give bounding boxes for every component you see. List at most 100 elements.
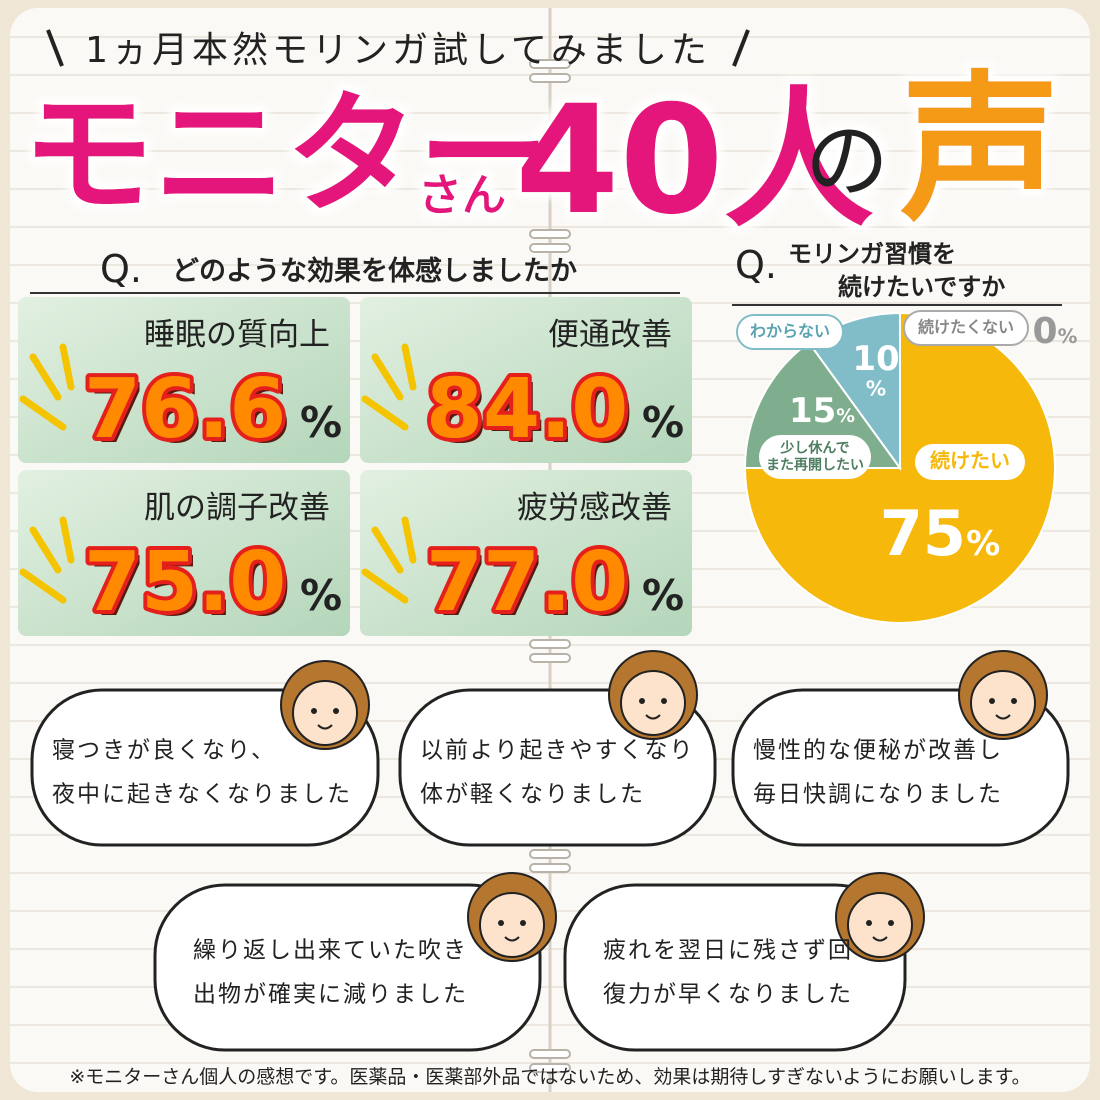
- voice-line: 夜中に起きなくなりました: [52, 782, 352, 808]
- value-number: 0: [1033, 311, 1058, 352]
- mouth: [995, 714, 1011, 720]
- effect-card: [18, 470, 350, 636]
- effect-unit: %: [642, 571, 684, 620]
- speech-bubble: [153, 883, 542, 1052]
- q-mark: Q.: [100, 247, 142, 291]
- title-small: さん: [418, 170, 506, 221]
- value-unit: %: [866, 377, 886, 401]
- burst: [401, 343, 417, 391]
- title-particle: の: [805, 112, 889, 210]
- effect-label: 便通改善: [548, 317, 672, 353]
- effect-value-shadow: 75.0: [89, 540, 291, 635]
- burst: [29, 353, 62, 401]
- burst: [59, 343, 75, 391]
- ring: [529, 1063, 571, 1073]
- ring: [529, 59, 571, 69]
- eye: [311, 708, 317, 714]
- voice-line: 復力が早くなりました: [603, 982, 853, 1008]
- category-label: 少し休んで: [779, 440, 849, 457]
- burst: [361, 395, 409, 431]
- title-end: 声: [900, 56, 1060, 243]
- question: どのような効果を体感しましたか: [172, 255, 577, 287]
- value-number: 75: [880, 497, 966, 570]
- q-mark: Q.: [735, 243, 777, 287]
- voice-line: 以前より起きやすくなり: [420, 738, 695, 764]
- category-pill: [736, 314, 844, 350]
- effect-unit: %: [300, 398, 342, 447]
- voice-line: 体が軽くなりました: [420, 782, 645, 808]
- effect-value-shadow: 84.0: [431, 367, 633, 462]
- value-unit: %: [836, 406, 855, 427]
- voice-line: 慢性的な便秘が改善し: [753, 738, 1003, 764]
- ring: [529, 639, 571, 649]
- category-pill: [903, 310, 1029, 346]
- eye: [888, 920, 894, 926]
- pie-title: 続けたいですか: [838, 273, 1005, 301]
- burst: [361, 568, 409, 604]
- ring: [529, 73, 571, 83]
- value-label: 75%: [880, 497, 1000, 570]
- face: [847, 892, 913, 958]
- ring: [529, 1049, 571, 1059]
- lead: 1ヵ月本然モリンガ試してみました: [85, 30, 711, 71]
- burst: [371, 353, 404, 401]
- face: [479, 892, 545, 958]
- burst: [19, 568, 67, 604]
- mouth: [504, 936, 520, 942]
- burst: [371, 526, 404, 574]
- title-count: 40人: [515, 74, 874, 248]
- burst: [19, 395, 67, 431]
- mouth: [872, 936, 888, 942]
- effect-value: 75.0: [84, 535, 286, 630]
- effect-unit: %: [300, 571, 342, 620]
- eye: [989, 698, 995, 704]
- effect-value: 76.6: [84, 362, 286, 457]
- pie-slice: [743, 311, 1056, 624]
- value-label: 10: [852, 339, 899, 379]
- effect-value: 84.0: [426, 362, 628, 457]
- value-label: 15%: [789, 391, 855, 431]
- mouth: [645, 714, 661, 720]
- burst: [59, 516, 75, 564]
- eye: [1011, 698, 1017, 704]
- category-label: 続けたくない: [918, 318, 1014, 337]
- voice-line: 疲れを翌日に残さず回: [603, 938, 853, 964]
- slash: [46, 29, 64, 67]
- value-unit: %: [966, 524, 1000, 564]
- ring: [529, 849, 571, 859]
- value-unit: %: [1058, 325, 1078, 348]
- voice-line: 毎日快調になりました: [753, 782, 1003, 808]
- category-label: わからない: [750, 322, 830, 341]
- effect-cards: 睡眠の質向上 76.676.6 % 便通改善 84.084.0 % 肌の調子改善 75.075…: [18, 297, 692, 636]
- slash: [732, 29, 750, 67]
- speech-bubble: [563, 883, 907, 1052]
- value-number: 15: [789, 391, 836, 431]
- value-label: 0%: [1033, 311, 1078, 352]
- effect-label: 疲労感改善: [517, 490, 672, 526]
- effect-value-shadow: 76.6: [89, 367, 291, 462]
- effect-value-shadow: 77.0: [431, 540, 633, 635]
- value-number: 10: [852, 339, 899, 379]
- category-pill: [915, 444, 1025, 480]
- ring: [529, 653, 571, 663]
- effect-label: 睡眠の質向上: [144, 317, 330, 353]
- burst: [29, 526, 62, 574]
- ring: [529, 863, 571, 873]
- category-pill: [759, 435, 871, 479]
- eye: [333, 708, 339, 714]
- effect-card: [18, 297, 350, 463]
- voice-line: 繰り返し出来ていた吹き: [193, 938, 468, 964]
- effect-card: [360, 297, 692, 463]
- eye: [639, 698, 645, 704]
- pie-title: モリンガ習慣を: [788, 240, 956, 268]
- category-label: また再開したい: [766, 458, 864, 474]
- eye: [661, 698, 667, 704]
- eye: [520, 920, 526, 926]
- effect-label: 肌の調子改善: [144, 490, 330, 526]
- effect-card: [360, 470, 692, 636]
- burst: [401, 516, 417, 564]
- face: [970, 670, 1036, 736]
